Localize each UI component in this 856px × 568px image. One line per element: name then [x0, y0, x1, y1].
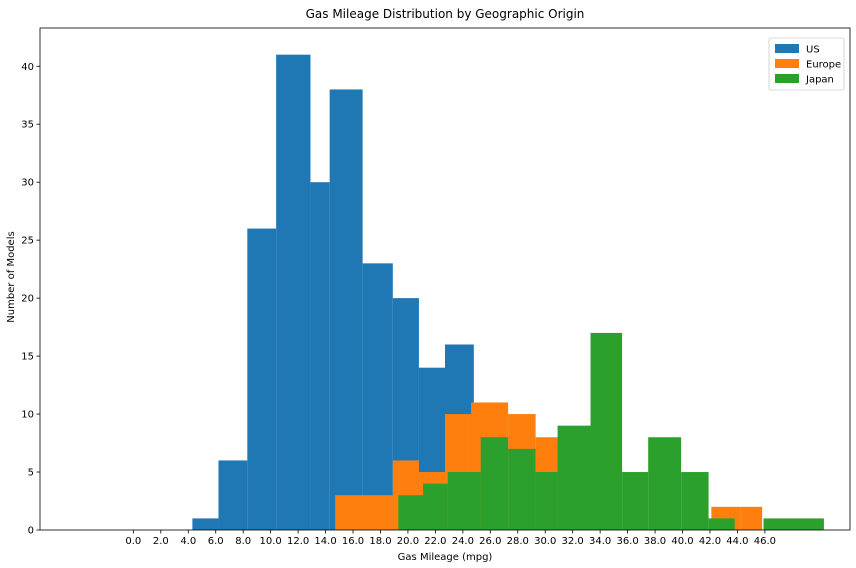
- x-tick-label: 24.0: [452, 536, 474, 547]
- x-tick-label: 26.0: [479, 536, 501, 547]
- x-axis-label: Gas Mileage (mpg): [398, 552, 493, 563]
- bar-japan-1: [423, 483, 448, 530]
- legend-label-us: US: [806, 45, 820, 56]
- bar-us-3: [276, 54, 311, 530]
- x-tick-label: 46.0: [754, 536, 776, 547]
- x-tick-label: 22.0: [424, 536, 446, 547]
- bar-japan-4: [508, 448, 536, 530]
- x-tick-label: 0.0: [125, 536, 141, 547]
- x-tick-label: 20.0: [397, 536, 419, 547]
- legend-swatch-us: [775, 44, 799, 53]
- y-tick-label: 30: [21, 178, 34, 189]
- x-tick-label: 8.0: [235, 536, 251, 547]
- x-tick-label: 4.0: [180, 536, 196, 547]
- legend-swatch-japan: [775, 74, 799, 83]
- x-tick-label: 28.0: [507, 536, 529, 547]
- x-tick-label: 34.0: [589, 536, 611, 547]
- y-axis-label: Number of Models: [6, 231, 17, 322]
- bar-us-2: [247, 228, 277, 531]
- legend: US Europe Japan: [768, 37, 845, 91]
- y-tick-label: 10: [21, 410, 34, 421]
- x-tick-label: 14.0: [314, 536, 336, 547]
- bar-us-5: [329, 89, 363, 530]
- x-tick-label: 30.0: [534, 536, 556, 547]
- x-tick-label: 2.0: [153, 536, 169, 547]
- bar-us-0: [192, 518, 219, 530]
- x-tick-label: 40.0: [671, 536, 693, 547]
- x-tick-label: 12.0: [287, 536, 309, 547]
- bar-japan-8: [622, 472, 649, 530]
- legend-label-japan: Japan: [805, 75, 834, 86]
- bar-japan-3: [480, 437, 509, 530]
- bar-japan-11: [708, 518, 735, 530]
- bar-japan-0: [398, 495, 424, 530]
- x-tick-label: 6.0: [208, 536, 224, 547]
- x-tick-label: 38.0: [644, 536, 666, 547]
- x-tick-label: 42.0: [699, 536, 721, 547]
- legend-label-europe: Europe: [806, 60, 841, 71]
- x-tick-label: 18.0: [369, 536, 391, 547]
- y-tick-label: 35: [21, 120, 34, 131]
- bar-japan-7: [590, 332, 623, 530]
- bar-us-1: [218, 460, 248, 530]
- y-tick-label: 40: [21, 62, 34, 73]
- bar-europe-9: [740, 506, 763, 530]
- bar-japan-5: [535, 472, 558, 530]
- bar-japan-6: [557, 425, 591, 530]
- y-tick-label: 15: [21, 352, 34, 363]
- bar-us-4: [310, 182, 330, 530]
- x-tick-label: 16.0: [342, 536, 364, 547]
- y-tick-label: 25: [21, 236, 34, 247]
- bar-us-6: [362, 263, 393, 530]
- plot-frame: [39, 27, 851, 531]
- x-tick-label: 10.0: [260, 536, 282, 547]
- y-tick-label: 0: [28, 526, 34, 537]
- bar-europe-0: [335, 495, 393, 530]
- axes-group: 0.0 2.0 4.0 6.0 8.0 10.0 12.0 14.0 16.0 18.0 20.0 2…: [21, 27, 851, 547]
- legend-swatch-europe: [775, 59, 799, 68]
- bar-japan-13: [763, 518, 824, 530]
- bar-japan-10: [681, 472, 709, 530]
- chart-title: Gas Mileage Distribution by Geographic O…: [306, 7, 585, 21]
- x-tick-label: 36.0: [616, 536, 638, 547]
- bar-japan-9: [648, 437, 682, 530]
- x-tick-label: 32.0: [562, 536, 584, 547]
- bars-group: [192, 54, 824, 531]
- x-tick-label: 44.0: [726, 536, 748, 547]
- y-tick-label: 5: [28, 468, 34, 479]
- bar-japan-2: [447, 472, 481, 530]
- y-tick-label: 20: [21, 294, 34, 305]
